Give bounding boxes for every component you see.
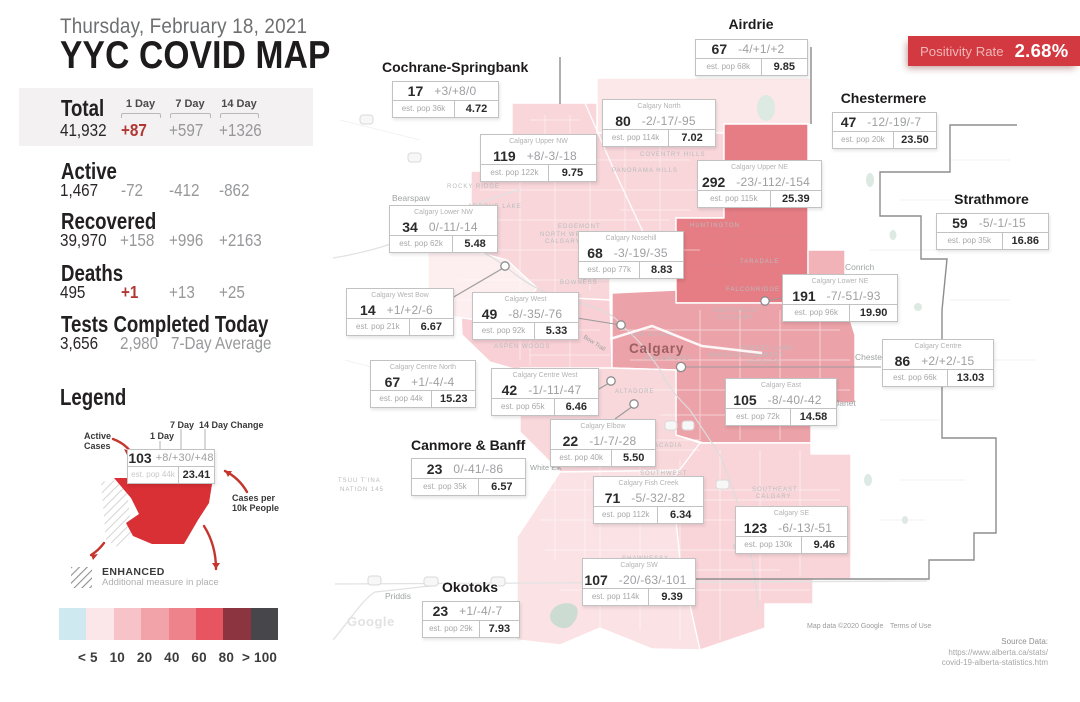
- svg-text:NORTHEAST: NORTHEAST: [714, 308, 760, 314]
- svg-text:EAU CLAIRE: EAU CLAIRE: [630, 332, 676, 338]
- svg-text:HUNTINGTON: HUNTINGTON: [690, 223, 740, 229]
- svg-text:Google: Google: [347, 614, 395, 629]
- svg-text:NATION 145: NATION 145: [340, 487, 384, 493]
- svg-text:Chestermere: Chestermere: [855, 352, 904, 362]
- svg-text:COVENTRY HILLS: COVENTRY HILLS: [640, 152, 705, 158]
- svg-text:Source Data:: Source Data:: [1001, 637, 1048, 646]
- svg-text:ROCKY RIDGE: ROCKY RIDGE: [447, 184, 500, 190]
- svg-text:CALGARY: CALGARY: [756, 494, 792, 500]
- svg-text:TSUU T'INA: TSUU T'INA: [338, 478, 381, 484]
- svg-text:ALTADORE: ALTADORE: [615, 389, 654, 395]
- svg-text:Terms of Use: Terms of Use: [890, 623, 931, 630]
- svg-text:NORTH WEST: NORTH WEST: [540, 232, 590, 238]
- svg-text:EDGEMONT: EDGEMONT: [558, 224, 601, 230]
- svg-text:FOREST LAWN: FOREST LAWN: [740, 346, 794, 352]
- svg-text:Janet: Janet: [835, 398, 856, 408]
- svg-text:CALGARY: CALGARY: [545, 239, 581, 245]
- svg-text:FALCONRIDGE: FALCONRIDGE: [726, 287, 780, 293]
- svg-text:Priddis: Priddis: [385, 591, 411, 601]
- svg-text:SOUTHEAST: SOUTHEAST: [752, 487, 798, 493]
- svg-text:Calgary: Calgary: [629, 341, 684, 356]
- svg-text:SOUTHWEST: SOUTHWEST: [640, 471, 687, 477]
- svg-text:HEIGHTS: HEIGHTS: [747, 360, 781, 366]
- svg-text:Conrich: Conrich: [845, 262, 875, 272]
- svg-text:ASPEN WOODS: ASPEN WOODS: [494, 344, 550, 350]
- svg-text:MARLBOROUGH: MARLBOROUGH: [708, 353, 767, 359]
- svg-text:INGLEWOOD: INGLEWOOD: [644, 356, 690, 362]
- svg-text:ACADIA: ACADIA: [654, 443, 682, 449]
- svg-text:PANORAMA HILLS: PANORAMA HILLS: [612, 168, 678, 174]
- svg-text:TARADALE: TARADALE: [740, 259, 779, 265]
- svg-text:CALGARY: CALGARY: [718, 315, 754, 321]
- svg-text:White Elk: White Elk: [530, 463, 562, 472]
- svg-text:BOWNESS: BOWNESS: [560, 280, 598, 286]
- svg-text:https://www.alberta.ca/stats/: https://www.alberta.ca/stats/: [948, 648, 1048, 657]
- svg-text:covid-19-alberta-statistics.ht: covid-19-alberta-statistics.htm: [942, 658, 1049, 667]
- svg-text:- FOREST: - FOREST: [748, 353, 784, 359]
- svg-text:Bearspaw: Bearspaw: [392, 193, 431, 203]
- svg-text:Map data ©2020 Google: Map data ©2020 Google: [807, 622, 883, 630]
